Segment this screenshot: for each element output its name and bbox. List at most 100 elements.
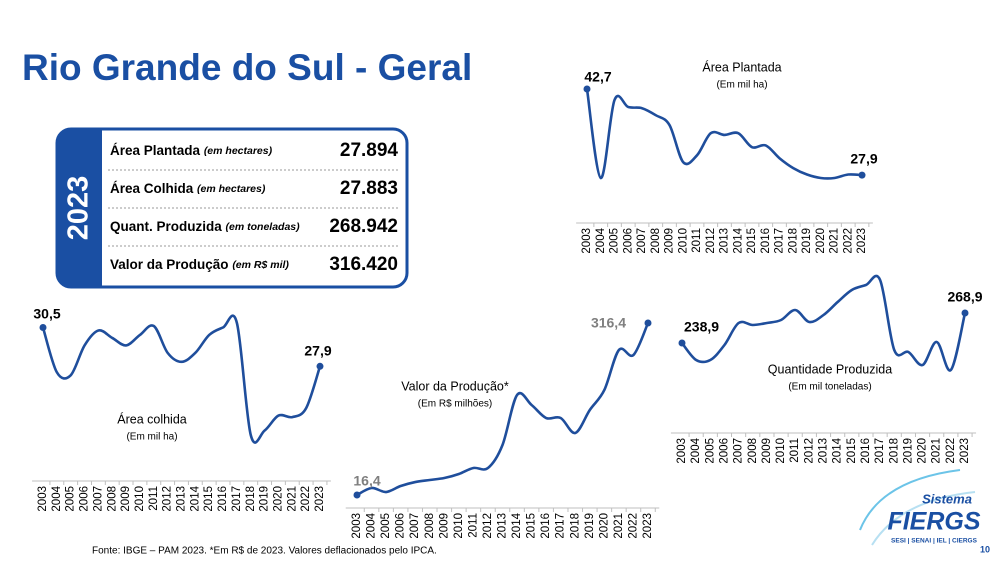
box-year: 2023	[63, 176, 95, 241]
x-tick-label: 2011	[691, 228, 703, 253]
row-unit: (em hectares)	[204, 145, 273, 157]
data-line	[585, 88, 863, 180]
x-tick-label: 2003	[581, 228, 593, 254]
x-tick-label: 2016	[760, 228, 772, 254]
x-tick-label: 2011	[148, 486, 160, 511]
x-tick-label: 2020	[917, 438, 929, 464]
x-tick-label: 2021	[286, 486, 298, 512]
x-tick-label: 2014	[189, 485, 201, 511]
data-label: 27,9	[850, 151, 877, 167]
x-tick-label: 2009	[664, 228, 676, 254]
x-tick-label: 2023	[959, 438, 971, 464]
x-tick-label: 2023	[642, 513, 654, 539]
x-tick-label: 2012	[803, 438, 815, 464]
data-line	[41, 314, 322, 444]
data-point	[644, 319, 652, 327]
x-tick-label: 2018	[888, 438, 900, 464]
x-tick-label: 2019	[801, 228, 813, 254]
x-tick-label: 2004	[690, 437, 702, 463]
chart-title: Área colhida	[117, 411, 187, 426]
logo-arc	[859, 469, 961, 531]
row-value: 27.894	[340, 140, 399, 161]
page-title: Rio Grande do Sul - Geral	[22, 47, 472, 88]
x-tick-label: 2006	[79, 486, 91, 512]
x-tick-label: 2013	[176, 486, 188, 512]
x-tick-label: 2012	[162, 486, 174, 512]
chart-subtitle: (Em R$ milhões)	[418, 399, 492, 410]
chart-subtitle: (Em mil ha)	[716, 80, 767, 91]
x-tick-label: 2010	[775, 438, 787, 464]
x-tick-label: 2016	[217, 486, 229, 512]
x-tick-label: 2010	[134, 486, 146, 512]
chart-title: Área Plantada	[702, 59, 781, 74]
data-line	[680, 274, 967, 372]
x-tick-label: 2014	[511, 512, 523, 538]
row-label: Área Colhida (em hectares)	[110, 181, 266, 196]
x-tick-label: 2012	[705, 228, 717, 254]
x-tick-label: 2009	[438, 513, 450, 539]
row-label: Valor da Produção (em R$ mil)	[110, 257, 289, 272]
x-tick-label: 2022	[842, 228, 854, 254]
x-tick-label: 2015	[846, 438, 858, 464]
chart-subtitle: (Em mil ha)	[126, 432, 177, 443]
x-tick-label: 2015	[746, 228, 758, 254]
data-label: 27,9	[304, 343, 331, 359]
logo-arc	[871, 491, 976, 546]
row-value: 316.420	[329, 254, 398, 275]
data-point	[316, 362, 324, 370]
x-tick-label: 2017	[874, 438, 886, 464]
x-tick-label: 2022	[627, 513, 639, 539]
x-tick-label: 2014	[732, 227, 744, 253]
x-tick-label: 2018	[569, 513, 581, 539]
x-tick-label: 2017	[555, 513, 567, 539]
x-tick-label: 2007	[636, 228, 648, 254]
x-tick-label: 2008	[747, 438, 759, 464]
row-label: Área Plantada (em hectares)	[110, 143, 273, 158]
chart-subtitle: (Em mil toneladas)	[788, 382, 871, 393]
x-tick-label: 2005	[609, 228, 621, 254]
data-label: 238,9	[684, 319, 719, 335]
x-tick-label: 2011	[467, 513, 479, 538]
x-tick-label: 2020	[272, 486, 284, 512]
x-tick-label: 2008	[106, 486, 118, 512]
row-value: 268.942	[329, 216, 398, 237]
x-tick-label: 2007	[733, 438, 745, 464]
x-tick-label: 2005	[704, 438, 716, 464]
data-label: 42,7	[584, 69, 611, 85]
logo-members: SESI | SENAI | IEL | CIERGS	[891, 538, 978, 545]
x-tick-label: 2006	[622, 228, 634, 254]
x-tick-label: 2020	[598, 513, 610, 539]
x-tick-label: 2012	[482, 513, 494, 539]
x-tick-label: 2017	[774, 228, 786, 254]
row-unit: (em R$ mil)	[232, 259, 289, 271]
x-tick-label: 2023	[314, 486, 326, 512]
row-label: Quant. Produzida (em toneladas)	[110, 219, 300, 234]
x-tick-label: 2010	[677, 228, 689, 254]
data-point	[353, 491, 361, 499]
x-tick-label: 2016	[860, 438, 872, 464]
data-label: 30,5	[33, 306, 60, 322]
x-tick-label: 2013	[719, 228, 731, 254]
x-tick-label: 2019	[584, 513, 596, 539]
data-label: 16,4	[353, 473, 380, 489]
summary-box: 2023	[55, 127, 409, 289]
x-tick-label: 2007	[92, 486, 104, 512]
x-tick-label: 2013	[818, 438, 830, 464]
data-point	[583, 85, 591, 93]
row-label-text: Quant. Produzida	[110, 219, 222, 234]
row-unit: (em toneladas)	[226, 221, 301, 233]
x-tick-label: 2022	[945, 438, 957, 464]
x-tick-label: 2021	[931, 438, 943, 464]
x-tick-label: 2005	[380, 513, 392, 539]
x-tick-label: 2020	[815, 228, 827, 254]
x-tick-label: 2004	[595, 227, 607, 253]
data-point	[858, 171, 866, 179]
data-label: 268,9	[947, 289, 982, 305]
x-tick-label: 2010	[453, 513, 465, 539]
x-tick-label: 2014	[832, 437, 844, 463]
data-label: 316,4	[591, 315, 626, 331]
x-tick-label: 2009	[120, 486, 132, 512]
chart-title: Valor da Produção*	[401, 379, 509, 393]
x-tick-label: 2004	[366, 512, 378, 538]
logo-name: FIERGS	[887, 508, 980, 536]
